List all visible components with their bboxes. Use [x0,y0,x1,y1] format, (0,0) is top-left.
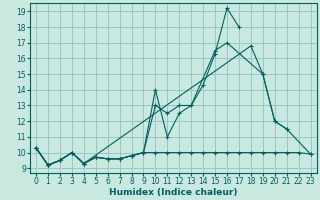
X-axis label: Humidex (Indice chaleur): Humidex (Indice chaleur) [109,188,237,197]
